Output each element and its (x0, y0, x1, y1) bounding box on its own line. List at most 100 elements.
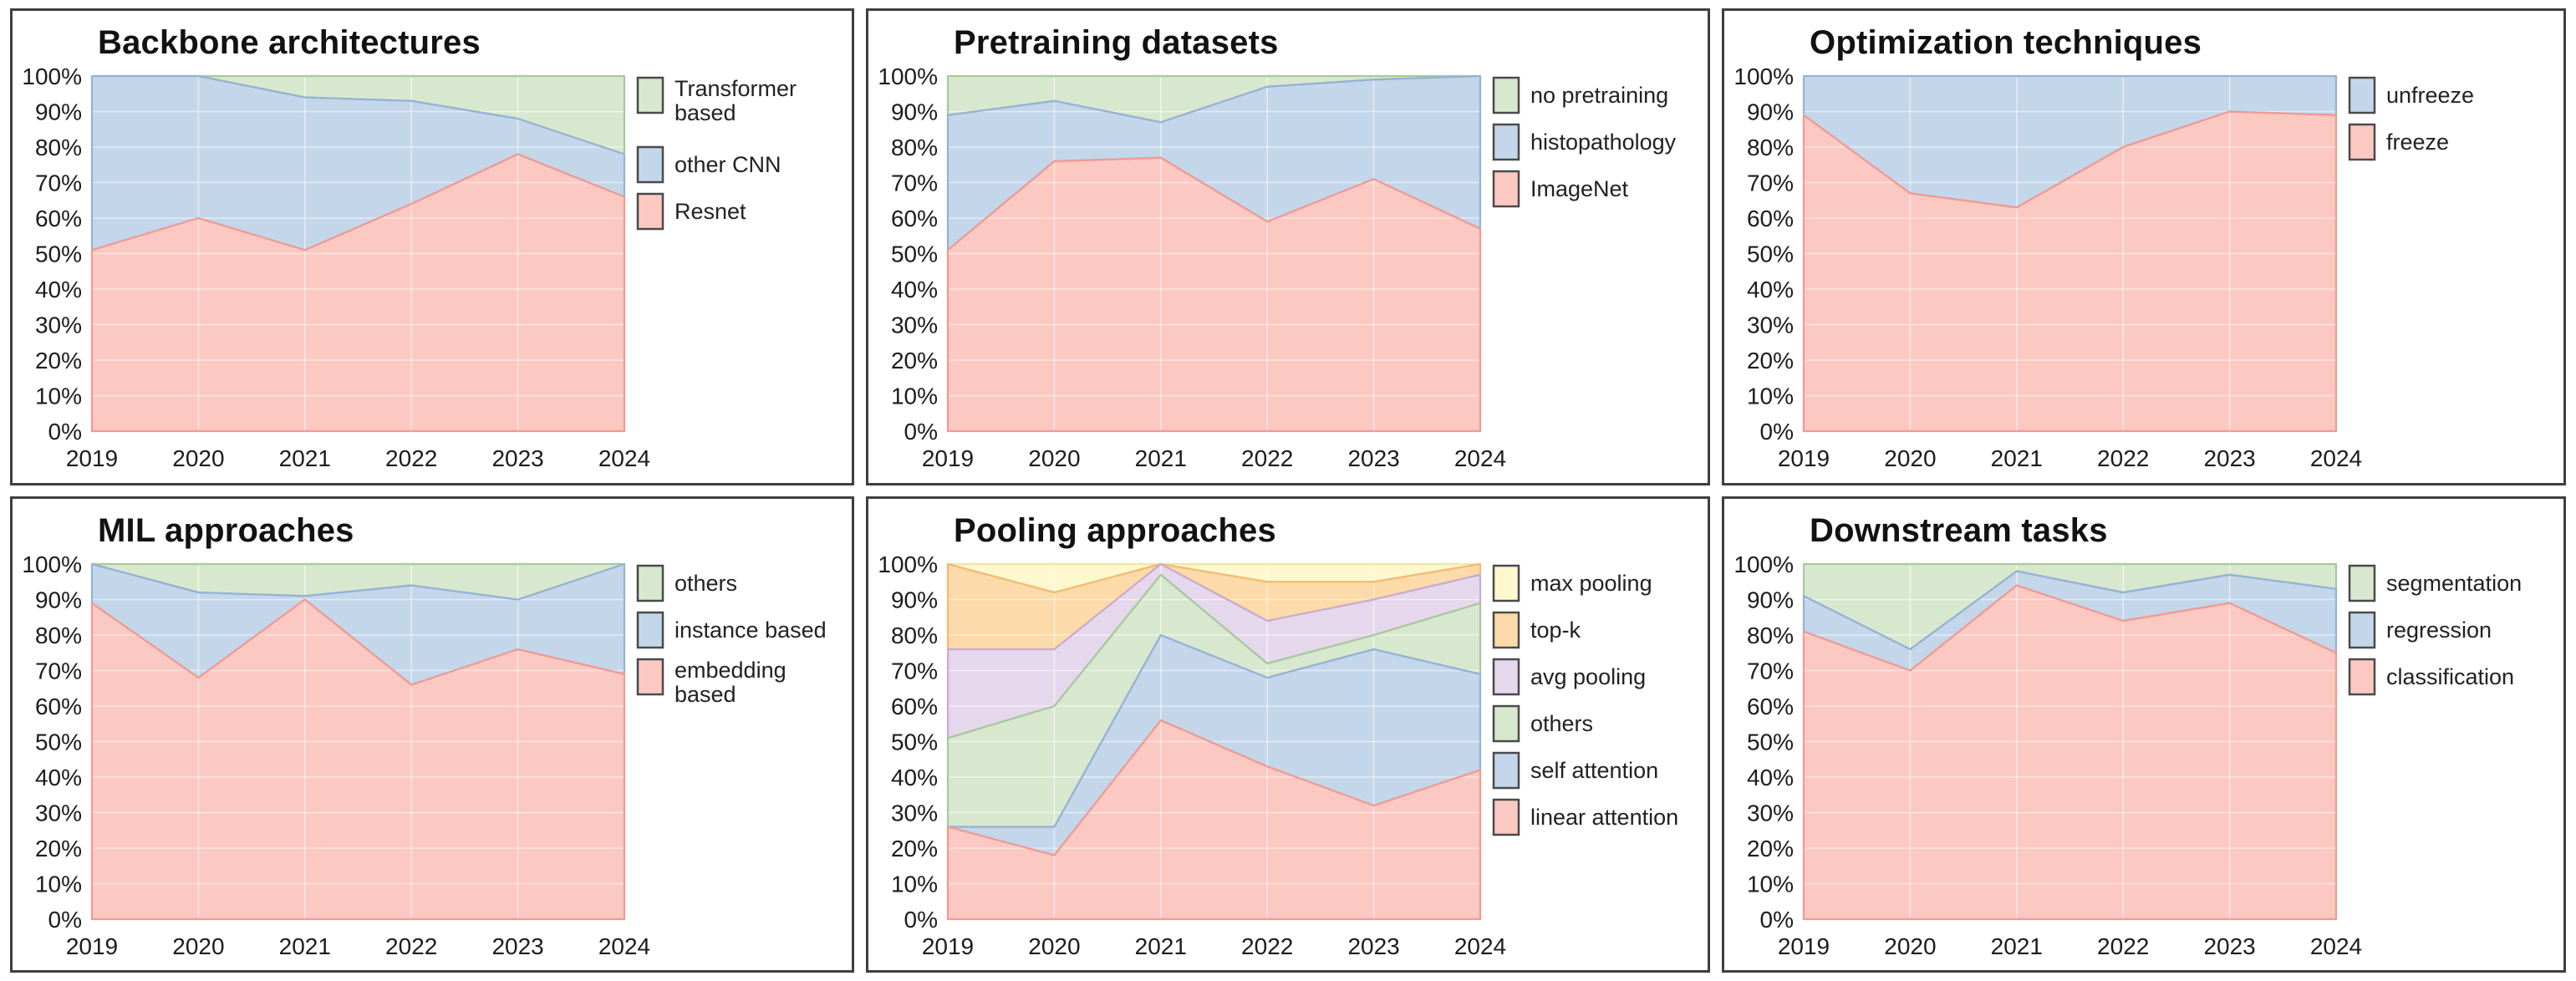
stacked-area-chart: 0% 10% 20% 30% 40% 50% 60% 70% 80% 90% 100% 2019 202… (868, 11, 1708, 483)
legend-swatch (1492, 658, 1520, 695)
y-tick-label: 90% (891, 587, 938, 612)
area-edges (946, 74, 1482, 433)
y-tick-label: 90% (1747, 587, 1794, 612)
y-tick-label: 90% (1747, 99, 1794, 125)
legend-item-top-k: top-k (1492, 611, 1581, 648)
y-tick-label: 40% (1747, 765, 1794, 790)
x-tick-label: 2020 (1028, 445, 1080, 471)
chart-title: Downstream tasks (1810, 511, 2108, 549)
chart-title: Optimization techniques (1810, 24, 2202, 61)
legend-label: classification (2386, 664, 2514, 689)
legend-item-other-cnn: other CNN (636, 145, 781, 184)
chart-title: Pooling approaches (954, 511, 1276, 549)
y-axis-labels: 0% 10% 20% 30% 40% 50% 60% 70% 80% 90% 100% (22, 64, 82, 445)
area-series-resnet (92, 154, 624, 431)
y-tick-label: 100% (878, 551, 938, 577)
legend-swatch (1492, 564, 1520, 602)
legend-item-resnet: Resnet (636, 192, 746, 231)
legend-label: ImageNet (1530, 176, 1629, 201)
chart-panel-downstream-tasks: Downstream tasks 0% 10% 20% 30% 40% 50% 60% 70%… (1722, 496, 2566, 973)
area-series-other-cnn (92, 76, 624, 251)
x-tick-label: 2023 (1347, 933, 1399, 959)
legend-label: unfreeze (2386, 83, 2474, 108)
chart-canvas: 0% 10% 20% 30% 40% 50% 60% 70% 80% 90% 100% 2019 202… (878, 64, 1677, 471)
y-tick-label: 30% (1747, 313, 1794, 338)
legend-swatch (2348, 123, 2376, 161)
chart-canvas: 0% 10% 20% 30% 40% 50% 60% 70% 80% 90% 100% 2019 202… (1733, 551, 2522, 959)
y-tick-label: 40% (35, 277, 82, 302)
x-axis-labels: 2019 2020 2021 2022 2023 2024 (922, 933, 1506, 959)
y-tick-label: 70% (891, 170, 938, 196)
x-tick-label: 2023 (2203, 445, 2255, 471)
legend-item-others: others (1492, 704, 1593, 742)
legend-item-instance-based: instance based (636, 611, 827, 648)
area-series-unfreeze (1804, 76, 2336, 208)
edge-series-embedding-based (90, 597, 626, 920)
legend-swatch (1492, 798, 1520, 836)
legend-swatch (636, 192, 664, 231)
legend-label: based (675, 682, 736, 707)
y-tick-label: 70% (1747, 658, 1794, 684)
legend-label: others (675, 571, 737, 596)
legend-label: other CNN (675, 152, 781, 177)
y-tick-label: 20% (1747, 348, 1794, 374)
chart-panel-backbone-architectures: Backbone architectures 0% 10% 20% 30% 40% 50%… (10, 8, 854, 485)
x-tick-label: 2020 (1884, 445, 1936, 471)
legend-item-others: others (636, 564, 737, 602)
y-tick-label: 70% (1747, 170, 1794, 196)
x-tick-label: 2023 (1347, 445, 1399, 471)
legend-swatch (2348, 76, 2376, 114)
legend-label: Resnet (675, 199, 746, 224)
legend-label: regression (2386, 618, 2492, 643)
area-edges (1802, 562, 2338, 920)
area-series-avg-pooling (948, 563, 1480, 738)
legend-item-max-pooling: max pooling (1492, 564, 1652, 602)
x-tick-label: 2023 (491, 933, 543, 959)
y-tick-label: 0% (904, 907, 938, 933)
y-axis-labels: 0% 10% 20% 30% 40% 50% 60% 70% 80% 90% 100% (22, 551, 82, 933)
x-tick-label: 2024 (1454, 933, 1506, 959)
y-tick-label: 0% (904, 419, 938, 445)
y-tick-label: 60% (35, 694, 82, 719)
legend-swatch (636, 611, 664, 648)
legend-swatch (2348, 611, 2376, 648)
y-tick-label: 80% (35, 135, 82, 160)
y-tick-label: 0% (1760, 907, 1794, 933)
y-tick-label: 60% (35, 206, 82, 231)
legend-item-segmentation: segmentation (2348, 564, 2522, 602)
x-tick-label: 2019 (66, 445, 118, 471)
y-tick-label: 10% (1747, 871, 1794, 897)
y-tick-label: 70% (891, 658, 938, 684)
edge-series-resnet (90, 153, 626, 433)
legend-item-avg-pooling: avg pooling (1492, 658, 1646, 695)
y-tick-label: 50% (891, 241, 938, 267)
y-tick-label: 20% (35, 348, 82, 374)
y-tick-label: 70% (35, 170, 82, 196)
x-tick-label: 2019 (1778, 933, 1830, 959)
area-series-classification (1804, 585, 2336, 919)
area-series-histopathology (948, 76, 1480, 251)
x-axis-labels: 2019 2020 2021 2022 2023 2024 (1778, 933, 2362, 959)
area-series-regression (1804, 571, 2336, 670)
legend-item-imagenet: ImageNet (1492, 170, 1629, 208)
y-tick-label: 60% (891, 694, 938, 719)
x-tick-label: 2020 (1028, 933, 1080, 959)
legend-item-histopathology: histopathology (1492, 123, 1677, 161)
y-tick-label: 80% (1747, 623, 1794, 648)
y-tick-label: 60% (1747, 694, 1794, 719)
x-axis-labels: 2019 2020 2021 2022 2023 2024 (66, 445, 650, 471)
x-axis-labels: 2019 2020 2021 2022 2023 2024 (1778, 445, 2362, 471)
chart-panel-mil-approaches: MIL approaches 0% 10% 20% 30% 40% 50% 60% 70% 80… (10, 496, 854, 973)
edge-series-freeze (1802, 110, 2338, 433)
area-series-transformer-based (92, 76, 624, 155)
area-series-linear-attention (948, 719, 1480, 919)
y-tick-label: 30% (35, 313, 82, 338)
y-tick-label: 40% (891, 765, 938, 790)
x-axis-labels: 2019 2020 2021 2022 2023 2024 (66, 933, 650, 959)
legend-label: linear attention (1530, 805, 1678, 830)
x-tick-label: 2020 (1884, 933, 1936, 959)
y-tick-label: 0% (48, 907, 82, 933)
